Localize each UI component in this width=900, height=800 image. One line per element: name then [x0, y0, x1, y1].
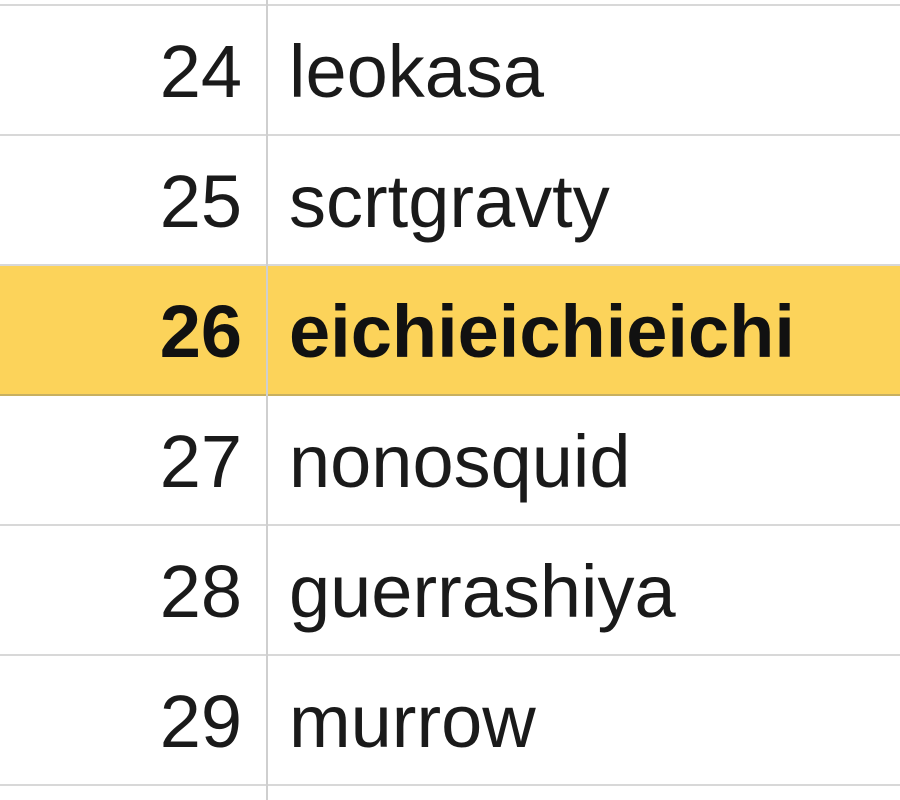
table-row[interactable]: 27 nonosquid [0, 396, 900, 526]
table-row[interactable]: 25 scrtgravty [0, 136, 900, 266]
cell-name[interactable]: murrow [289, 680, 536, 763]
row-number: 26 [159, 290, 242, 373]
table-row[interactable]: 29 murrow [0, 656, 900, 786]
cell-name[interactable]: leokasa [289, 30, 545, 113]
cell-name[interactable]: nonosquid [289, 420, 631, 503]
column-divider [266, 0, 268, 800]
cell-name[interactable]: scrtgravty [289, 160, 610, 243]
table-row-highlighted[interactable]: 26 eichieichieichi [0, 266, 900, 396]
row-number: 29 [159, 680, 242, 763]
row-number: 25 [159, 160, 242, 243]
table-row[interactable]: 28 guerrashiya [0, 526, 900, 656]
spreadsheet-grid: 24 leokasa 25 scrtgravty 26 eichieichiei… [0, 4, 900, 786]
cell-name[interactable]: guerrashiya [289, 550, 676, 633]
row-number: 28 [159, 550, 242, 633]
cell-name[interactable]: eichieichieichi [289, 290, 795, 373]
row-number: 24 [159, 30, 242, 113]
table-row[interactable]: 24 leokasa [0, 4, 900, 136]
row-number: 27 [159, 420, 242, 503]
